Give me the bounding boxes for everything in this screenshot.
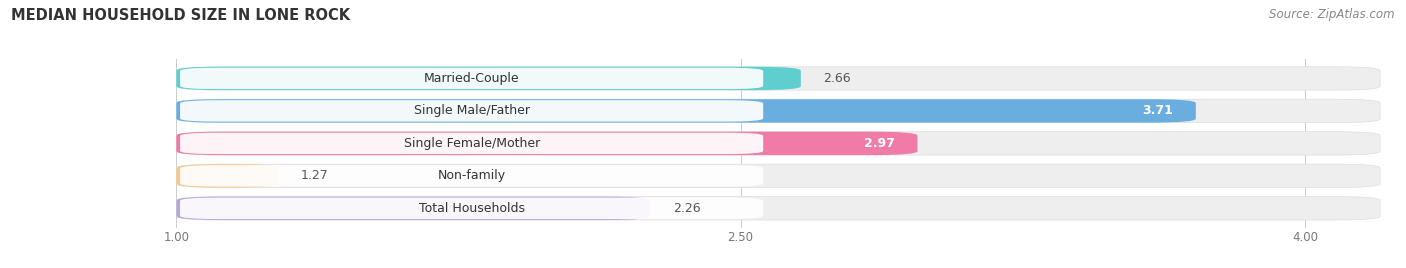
FancyBboxPatch shape [176,132,918,155]
Text: Total Households: Total Households [419,202,524,215]
Text: Single Female/Mother: Single Female/Mother [404,137,540,150]
FancyBboxPatch shape [176,197,651,220]
FancyBboxPatch shape [176,99,1197,122]
FancyBboxPatch shape [176,99,1381,122]
Text: 2.97: 2.97 [863,137,894,150]
Text: Non-family: Non-family [437,169,506,182]
FancyBboxPatch shape [180,165,763,187]
Text: 1.27: 1.27 [301,169,328,182]
FancyBboxPatch shape [180,68,763,89]
FancyBboxPatch shape [176,67,1381,90]
Text: 3.71: 3.71 [1142,105,1173,117]
FancyBboxPatch shape [176,67,801,90]
FancyBboxPatch shape [176,197,1381,220]
Text: 2.66: 2.66 [824,72,851,85]
FancyBboxPatch shape [180,198,763,219]
Text: Source: ZipAtlas.com: Source: ZipAtlas.com [1270,8,1395,21]
Text: Single Male/Father: Single Male/Father [413,105,530,117]
Text: 2.26: 2.26 [673,202,700,215]
Text: MEDIAN HOUSEHOLD SIZE IN LONE ROCK: MEDIAN HOUSEHOLD SIZE IN LONE ROCK [11,8,350,23]
FancyBboxPatch shape [176,164,278,188]
Text: Married-Couple: Married-Couple [423,72,519,85]
FancyBboxPatch shape [180,100,763,122]
FancyBboxPatch shape [176,164,1381,188]
FancyBboxPatch shape [176,132,1381,155]
FancyBboxPatch shape [180,133,763,154]
